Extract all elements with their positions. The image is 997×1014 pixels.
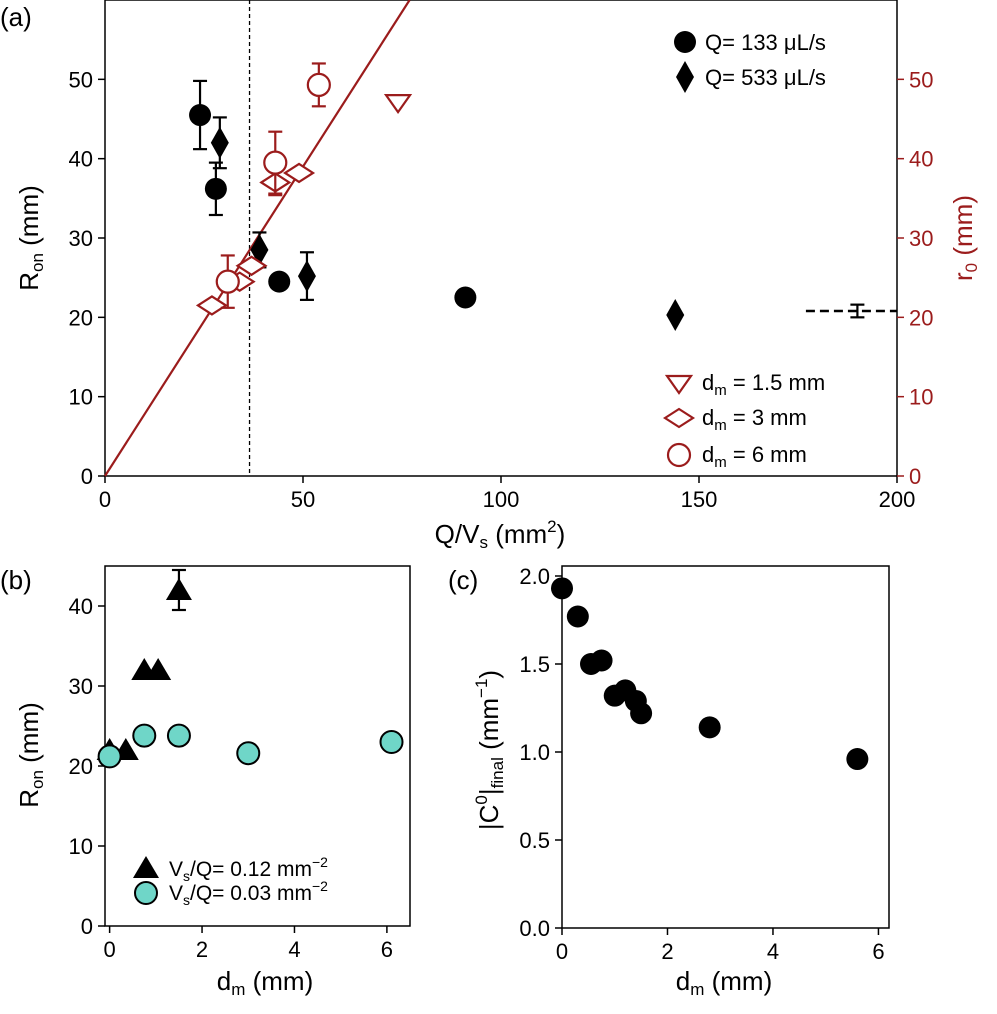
y-tick-label: 20 xyxy=(69,754,93,779)
y-tick-label: 0 xyxy=(81,914,93,939)
circle-open-data-point xyxy=(263,150,288,175)
circle-data-point xyxy=(630,702,653,725)
legend-q533-label: Q= 533 μL/s xyxy=(705,65,826,90)
circle-teal-data-point xyxy=(379,730,404,754)
triangle-data-point xyxy=(145,658,172,680)
panel-a-y2label: r0 (mm) xyxy=(948,195,981,281)
circle-data-point xyxy=(551,577,573,600)
x-tick-label: 0 xyxy=(103,937,115,962)
legend-triangle-marker xyxy=(133,856,159,878)
circle-open-data-point xyxy=(215,269,240,294)
circle-data-point xyxy=(189,104,212,127)
panel-b-xlabel: dm (mm) xyxy=(217,966,314,999)
panel-a-ylabel: Ron (mm) xyxy=(14,185,47,291)
legend-open-diamond-marker xyxy=(662,407,696,429)
panel-a-xlabel: Q/Vs (mm2) xyxy=(435,517,566,552)
legend-open-circle-marker xyxy=(666,442,692,468)
panel-c-letter: (c) xyxy=(448,565,478,595)
y-tick-label: 1.0 xyxy=(519,740,550,765)
x-tick-label: 0 xyxy=(99,487,111,512)
circle-data-point xyxy=(590,649,613,672)
circle-teal-data-point xyxy=(236,741,261,766)
diamond-open-data-point xyxy=(195,295,228,316)
legend-diamond-marker xyxy=(676,61,694,93)
panel-a-legend-top: Q= 133 μL/s Q= 533 μL/s xyxy=(674,30,826,93)
legend-circle-marker xyxy=(674,31,696,53)
x-tick-label: 2 xyxy=(196,937,208,962)
circle-data-point xyxy=(204,177,227,200)
circle-data-point xyxy=(454,286,477,309)
legend-dm15-label: dm = 1.5 mm xyxy=(702,370,825,399)
circle-data-point xyxy=(566,605,589,628)
y-tick-label: 30 xyxy=(69,226,93,251)
x-tick-label: 200 xyxy=(879,487,916,512)
panel-b-ylabel: Ron (mm) xyxy=(14,702,47,808)
y-tick-label: 10 xyxy=(69,385,93,410)
y-tick-label: 10 xyxy=(69,834,93,859)
y2-tick-label: 30 xyxy=(909,226,933,251)
panel-c: 0 2 4 6 0.0 0.5 1.0 1.5 2.0 dm (mm) |C0|final (m… xyxy=(472,564,890,999)
x-tick-label: 4 xyxy=(288,937,300,962)
panel-b-legend: Vs/Q= 0.12 mm−2 Vs/Q= 0.03 mm−2 xyxy=(133,854,328,908)
y-tick-label: 0.0 xyxy=(519,916,550,941)
x-tick-label: 50 xyxy=(291,487,315,512)
circle-data-point xyxy=(846,748,869,771)
diamond-open-data-point xyxy=(235,255,268,277)
y-tick-label: 1.5 xyxy=(519,652,550,677)
x-tick-label: 4 xyxy=(767,939,779,964)
legend-teal-circle-marker xyxy=(134,881,158,905)
x-tick-label: 150 xyxy=(681,487,718,512)
y-tick-label: 50 xyxy=(69,67,93,92)
y2-tick-label: 20 xyxy=(909,305,933,330)
legend-dm3-label: dm = 3 mm xyxy=(702,405,807,434)
x-tick-label: 6 xyxy=(381,937,393,962)
legend-dm6-label: dm = 6 mm xyxy=(702,442,807,471)
diamond-data-point xyxy=(666,298,685,331)
y-tick-label: 40 xyxy=(69,594,93,619)
circle-open-data-point xyxy=(306,72,331,97)
panel-b: 0 2 4 6 0 10 20 30 40 dm (mm) Ron (mm) Vs/Q= 0.1… xyxy=(14,565,411,999)
y2-tick-label: 50 xyxy=(909,67,933,92)
x-tick-label: 100 xyxy=(483,487,520,512)
panel-c-xlabel: dm (mm) xyxy=(676,966,773,999)
y-tick-label: 2.0 xyxy=(519,564,550,589)
y-tick-label: 0.5 xyxy=(519,828,550,853)
legend-vs012-label: Vs/Q= 0.12 mm−2 xyxy=(169,854,328,884)
y-tick-label: 40 xyxy=(69,147,93,172)
y-tick-label: 30 xyxy=(69,674,93,699)
panel-c-ylabel: |C0|final (mm−1) xyxy=(472,670,507,830)
panel-a-letter: (a) xyxy=(0,2,32,32)
panel-b-letter: (b) xyxy=(0,565,32,595)
circle-data-point xyxy=(698,716,721,739)
circle-teal-data-point xyxy=(97,744,122,769)
circle-teal-data-point xyxy=(166,723,191,748)
panel-c-frame xyxy=(561,565,890,929)
triangle-data-point xyxy=(165,578,192,600)
circle-data-point xyxy=(268,270,291,293)
circle-teal-data-point xyxy=(132,723,157,748)
x-tick-label: 0 xyxy=(556,939,568,964)
panel-a-legend-bottom: dm = 1.5 mm dm = 3 mm dm = 6 mm xyxy=(662,370,825,471)
y2-tick-label: 10 xyxy=(909,385,933,410)
y2-tick-label: 0 xyxy=(909,464,921,489)
triangle-down-data-point xyxy=(383,94,413,115)
diamond-data-point xyxy=(297,260,316,293)
diamond-data-point xyxy=(210,126,229,159)
y2-tick-label: 40 xyxy=(909,147,933,172)
legend-vs003-label: Vs/Q= 0.03 mm−2 xyxy=(169,878,328,908)
legend-q133-label: Q= 133 μL/s xyxy=(705,30,826,55)
x-tick-label: 2 xyxy=(661,939,673,964)
x-tick-label: 6 xyxy=(872,939,884,964)
y-tick-label: 20 xyxy=(69,305,93,330)
legend-triangle-down-marker xyxy=(664,374,694,395)
y-tick-label: 0 xyxy=(81,464,93,489)
diamond-open-data-point xyxy=(283,162,316,184)
